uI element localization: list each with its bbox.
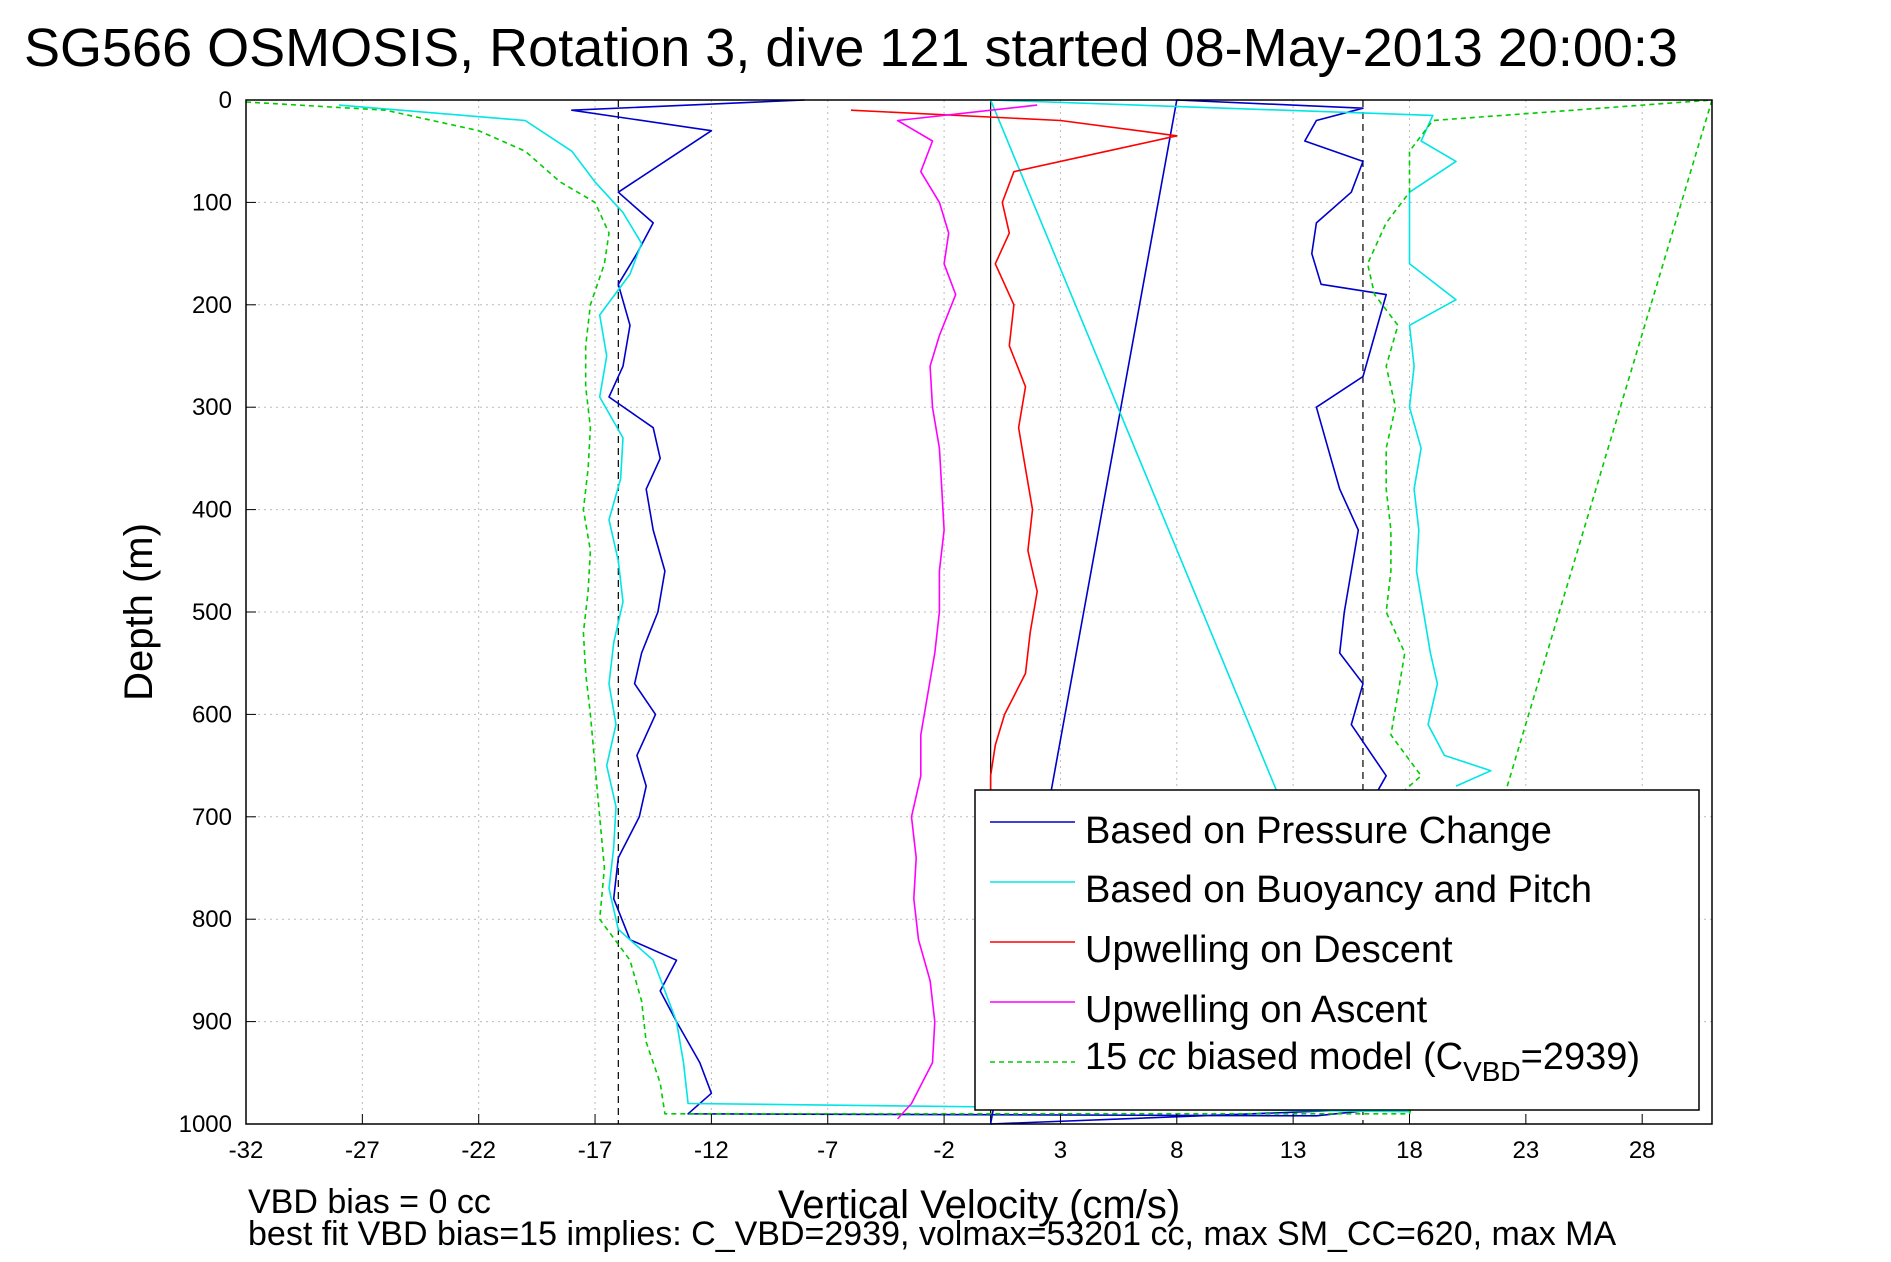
footer-best-fit: best fit VBD bias=15 implies: C_VBD=2939… <box>248 1215 1617 1253</box>
x-axis-label: Vertical Velocity (cm/s) <box>778 1183 1180 1227</box>
x-tick-label: -27 <box>345 1137 380 1164</box>
y-tick-label: 700 <box>192 804 232 831</box>
x-tick-label: -2 <box>933 1137 954 1164</box>
x-tick-label: 18 <box>1396 1137 1423 1164</box>
x-tick-label: 23 <box>1512 1137 1539 1164</box>
legend-label-pressure: Based on Pressure Change <box>1085 810 1552 852</box>
legend-item-pressure: Based on Pressure Change <box>990 810 1552 852</box>
legend-item-buoyancy: Based on Buoyancy and Pitch <box>990 869 1592 911</box>
x-tick-label: -12 <box>694 1137 729 1164</box>
legend-label-ascent: Upwelling on Ascent <box>1085 989 1428 1031</box>
x-tick-label: 28 <box>1629 1137 1656 1164</box>
y-tick-label: 600 <box>192 701 232 728</box>
y-axis-label: Depth (m) <box>117 523 161 701</box>
legend-item-descent: Upwelling on Descent <box>990 929 1453 971</box>
y-tick-label: 800 <box>192 906 232 933</box>
x-tick-label: -7 <box>817 1137 838 1164</box>
x-tick-label: -17 <box>578 1137 613 1164</box>
series-line-3 <box>896 104 1038 1120</box>
legend-label-descent: Upwelling on Descent <box>1085 929 1453 971</box>
x-tick-label: -32 <box>229 1137 264 1164</box>
series-line-4 <box>245 99 1713 1115</box>
legend: Based on Pressure Change Based on Buoyan… <box>974 789 1700 1111</box>
footer-vbd-bias: VBD bias = 0 cc <box>248 1183 491 1221</box>
x-axis-ticks: -32 -27 -22 -17 -12 -7 -2 3 8 13 18 23 28 <box>229 1114 1656 1164</box>
y-tick-label: 900 <box>192 1009 232 1036</box>
y-tick-label: 0 <box>219 87 232 114</box>
legend-item-ascent: Upwelling on Ascent <box>990 989 1428 1031</box>
legend-label-model: 15 cc biased model (CVBD=2939) <box>1085 1036 1640 1087</box>
y-tick-label: 100 <box>192 189 232 216</box>
series-group <box>245 99 1713 1125</box>
y-tick-label: 400 <box>192 497 232 524</box>
y-tick-label: 200 <box>192 292 232 319</box>
series-line-2 <box>850 109 1178 807</box>
x-tick-label: 13 <box>1280 1137 1307 1164</box>
y-tick-label: 500 <box>192 599 232 626</box>
legend-box <box>974 789 1700 1111</box>
y-tick-label: 1000 <box>179 1111 232 1138</box>
x-tick-label: -22 <box>461 1137 496 1164</box>
x-tick-label: 3 <box>1054 1137 1067 1164</box>
legend-item-model: 15 cc biased model (CVBD=2939) <box>990 1036 1640 1087</box>
series-line-0 <box>570 99 1387 1125</box>
chart-title: SG566 OSMOSIS, Rotation 3, dive 121 star… <box>24 18 1678 78</box>
series-line-1 <box>339 99 1492 1113</box>
y-axis-ticks: 0 100 200 300 400 500 600 700 800 900 1000 <box>179 87 256 1138</box>
y-tick-label: 300 <box>192 394 232 421</box>
legend-label-buoyancy: Based on Buoyancy and Pitch <box>1085 869 1592 911</box>
x-tick-label: 8 <box>1170 1137 1183 1164</box>
